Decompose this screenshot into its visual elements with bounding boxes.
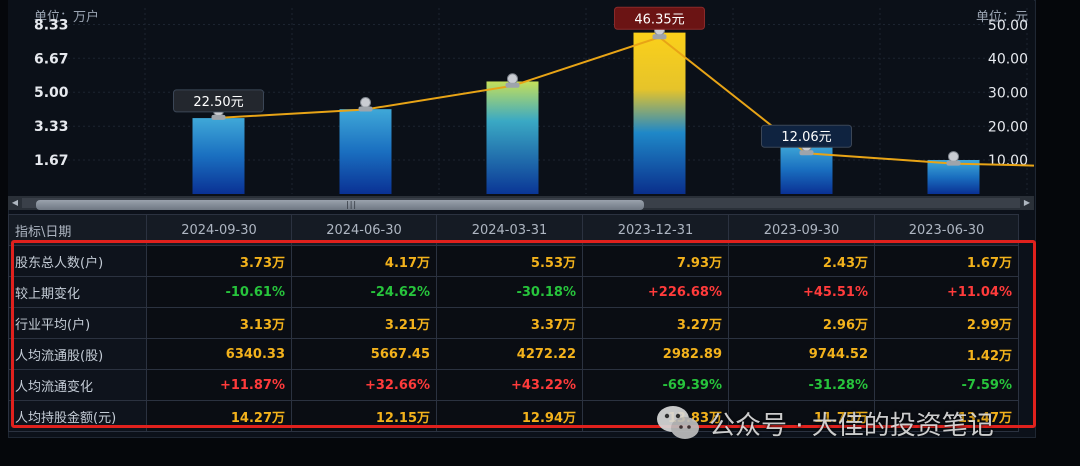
shareholder-table: 指标\日期 2024-09-30 2024-06-30 2024-03-31 2… <box>8 214 1019 432</box>
table-cell: 5667.45 <box>291 338 437 370</box>
grip-icon: ||| <box>346 200 358 209</box>
table-cell: -30.18% <box>436 276 583 308</box>
table-cell: 9744.52 <box>728 338 875 370</box>
row-label: 较上期变化 <box>8 276 147 308</box>
header-date[interactable]: 2023-09-30 <box>728 214 875 246</box>
table-row: 股东总人数(户) 3.73万 4.17万 5.53万 7.93万 2.43万 1.67万 <box>8 245 1019 277</box>
value-callout-text: 46.35元 <box>634 12 684 27</box>
table-cell: 6340.33 <box>146 338 292 370</box>
header-date[interactable]: 2024-09-30 <box>146 214 292 246</box>
scroll-thumb[interactable]: ||| <box>36 200 644 210</box>
bar <box>339 109 392 194</box>
header-date[interactable]: 2024-06-30 <box>291 214 437 246</box>
header-label: 指标\日期 <box>8 214 147 246</box>
table-cell: -24.62% <box>291 276 437 308</box>
line-marker <box>507 73 518 85</box>
table-row: 行业平均(户) 3.13万 3.21万 3.37万 3.27万 2.96万 2.99万 <box>8 307 1019 339</box>
row-label: 人均持股金额(元) <box>8 400 147 432</box>
table-cell: 7.93万 <box>582 245 729 277</box>
table-cell: +32.66% <box>291 369 437 401</box>
table-cell: 4.17万 <box>291 245 437 277</box>
header-date[interactable]: 2024-03-31 <box>436 214 583 246</box>
table-cell: 1.42万 <box>874 338 1019 370</box>
left-tick-label: 3.33 <box>34 119 69 135</box>
right-tick-label: 20.00 <box>988 119 1028 135</box>
line-marker-base <box>652 34 667 40</box>
right-tick-label: 10.00 <box>988 153 1028 169</box>
table-cell: 12.15万 <box>291 400 437 432</box>
table-cell: 5.53万 <box>436 245 583 277</box>
value-callout-text: 22.50元 <box>193 95 243 110</box>
table-row: 较上期变化 -10.61% -24.62% -30.18% +226.68% +45.51… <box>8 276 1019 308</box>
table-row: 人均流通变化 +11.87% +32.66% +43.22% -69.39% -31.28… <box>8 369 1019 401</box>
scroll-track[interactable]: ||| <box>22 198 1020 210</box>
wechat-icon <box>657 406 699 439</box>
watermark-text: 公众号 · 大佳的投资笔记 <box>709 410 994 441</box>
table-cell: 3.27万 <box>582 307 729 339</box>
line-marker-base <box>211 114 226 120</box>
bar <box>633 32 686 195</box>
line-marker <box>948 151 959 163</box>
table-cell: 2.99万 <box>874 307 1019 339</box>
table-cell: 2.96万 <box>728 307 875 339</box>
value-callout <box>761 124 852 148</box>
bar <box>192 118 245 194</box>
table-cell: 3.13万 <box>146 307 292 339</box>
table-header-row: 指标\日期 2024-09-30 2024-06-30 2024-03-31 2… <box>8 214 1019 246</box>
right-tick-label: 50.00 <box>988 18 1028 34</box>
line-marker <box>360 96 371 108</box>
table-cell: 4272.22 <box>436 338 583 370</box>
bar <box>927 160 980 194</box>
line-marker-base <box>505 82 520 88</box>
value-callout <box>614 6 705 30</box>
table-cell: 1.67万 <box>874 245 1019 277</box>
left-tick-label: 5.00 <box>34 85 69 101</box>
table-cell: +11.04% <box>874 276 1019 308</box>
table-cell: 2.43万 <box>728 245 875 277</box>
line-marker-base <box>358 106 373 112</box>
table-cell: -10.61% <box>146 276 292 308</box>
table-cell: 14.27万 <box>146 400 292 432</box>
table-cell: -7.59% <box>874 369 1019 401</box>
table-row: 人均流通股(股) 6340.33 5667.45 4272.22 2982.89 9744… <box>8 338 1019 370</box>
shareholder-table-wrap: 指标\日期 2024-09-30 2024-06-30 2024-03-31 2… <box>8 214 1034 432</box>
watermark: 公众号 · 大佳的投资笔记 <box>655 401 994 445</box>
left-tick-label: 1.67 <box>34 153 69 169</box>
table-cell: -69.39% <box>582 369 729 401</box>
table-cell: 3.73万 <box>146 245 292 277</box>
header-date[interactable]: 2023-12-31 <box>582 214 729 246</box>
bar <box>486 81 539 194</box>
row-label: 行业平均(户) <box>8 307 147 339</box>
table-cell: 2982.89 <box>582 338 729 370</box>
table-cell: 3.21万 <box>291 307 437 339</box>
row-label: 人均流通变化 <box>8 369 147 401</box>
chart-svg: 单位：万户8.33 6.67 5.00 3.33 1.67 单位：元50.00 40.00 3… <box>34 6 1034 195</box>
right-axis-unit: 单位：元 <box>976 10 1028 25</box>
scroll-left-icon[interactable]: ◀ <box>11 198 19 207</box>
horizontal-scrollbar[interactable]: ◀ ||| ▶ <box>8 196 1034 210</box>
row-label: 人均流通股(股) <box>8 338 147 370</box>
row-label: 股东总人数(户) <box>8 245 147 277</box>
line-marker-base <box>799 150 814 156</box>
table-cell: +45.51% <box>728 276 875 308</box>
right-tick-label: 30.00 <box>988 86 1028 102</box>
table-cell: +43.22% <box>436 369 583 401</box>
table-cell: 3.37万 <box>436 307 583 339</box>
table-cell: 12.94万 <box>436 400 583 432</box>
table-cell: +226.68% <box>582 276 729 308</box>
line-marker-base <box>946 160 961 166</box>
table-cell: -31.28% <box>728 369 875 401</box>
shareholder-chart: 单位：万户 8.33 6.67 5.00 3.33 1.67 单位：元 50.00 40.00 3… <box>8 0 1034 196</box>
value-callout-text: 12.06元 <box>781 130 831 145</box>
table-cell: +11.87% <box>146 369 292 401</box>
right-tick-label: 40.00 <box>988 52 1028 68</box>
value-callout <box>173 89 264 113</box>
left-axis-unit: 单位：万户 <box>34 9 99 25</box>
left-tick-label: 8.33 <box>34 17 69 33</box>
scroll-right-icon[interactable]: ▶ <box>1023 198 1031 207</box>
left-tick-label: 6.67 <box>34 51 69 67</box>
header-date[interactable]: 2023-06-30 <box>874 214 1019 246</box>
